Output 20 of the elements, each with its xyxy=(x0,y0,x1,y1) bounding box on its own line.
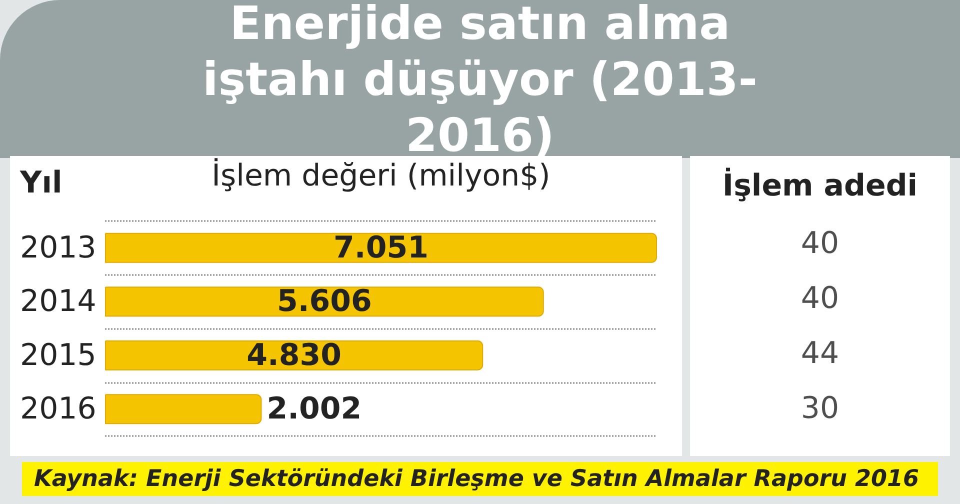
data-label: 7.051 xyxy=(334,230,428,266)
data-label: 40 xyxy=(800,281,840,316)
bar xyxy=(105,394,262,424)
data-label: 4.830 xyxy=(246,338,342,373)
data-label: 40 xyxy=(800,226,840,261)
data-label: 30 xyxy=(800,391,840,426)
text: Kaynak: Enerji Sektöründeki Birleşme ve Satın Almalar Raporu 2016 xyxy=(22,462,938,496)
y-tick-label: 2014 xyxy=(20,284,96,320)
y-tick-label: 2016 xyxy=(20,392,96,427)
data-label: 5.606 xyxy=(276,284,372,320)
x-axis-title: İşlem değeri (milyon$) xyxy=(212,158,550,194)
bar xyxy=(105,340,484,370)
text: İşlem adedi xyxy=(722,168,918,204)
y-tick-label: 2013 xyxy=(20,230,96,266)
data-label: 2.002 xyxy=(266,392,362,427)
bar xyxy=(105,232,657,263)
data-label: 44 xyxy=(800,336,840,371)
y-tick-label: 2015 xyxy=(20,338,96,373)
bar xyxy=(105,286,544,317)
y-axis-title: Yıl xyxy=(19,166,62,200)
